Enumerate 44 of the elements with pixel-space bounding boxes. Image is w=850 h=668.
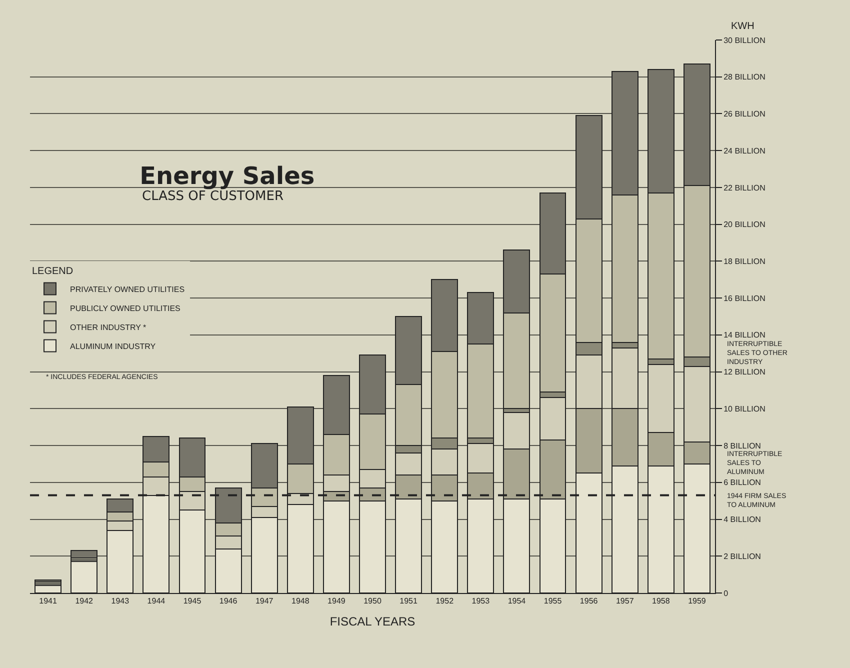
y-tick-label: 18 BILLION (724, 257, 766, 266)
legend-label: ALUMINUM INDUSTRY (70, 342, 156, 351)
y-tick-label: 24 BILLION (724, 146, 766, 156)
y-tick-label: 10 BILLION (724, 404, 766, 414)
x-tick-label: 1957 (616, 596, 634, 606)
y-axis-title: KWH (731, 21, 754, 32)
x-tick-label: 1958 (652, 596, 670, 606)
y-tick-label: 2 BILLION (724, 552, 762, 561)
y-tick-label: 28 BILLION (724, 72, 766, 82)
y-tick-label: 22 BILLION (724, 183, 766, 192)
x-tick-label: 1951 (400, 596, 418, 606)
legend-label: PUBLICLY OWNED UTILITIES (70, 304, 180, 313)
legend-label: OTHER INDUSTRY * (70, 322, 146, 332)
x-tick-label: 1953 (472, 596, 490, 606)
x-tick-label: 1959 (688, 596, 706, 606)
x-tick-label: 1947 (255, 596, 274, 606)
text: CLASS OF CUSTOMER (142, 189, 284, 204)
x-tick-label: 1942 (75, 596, 94, 606)
y-tick-label: 12 BILLION (724, 368, 766, 377)
x-tick-label: 1944 (147, 596, 166, 606)
x-tick-label: 1943 (111, 596, 130, 606)
y-tick-label: 26 BILLION (724, 110, 766, 119)
x-tick-label: 1956 (580, 596, 598, 606)
y-tick-label: 20 BILLION (724, 220, 766, 230)
x-tick-label: 1941 (39, 596, 58, 606)
x-tick-label: 1949 (328, 596, 346, 606)
x-tick-label: 1946 (219, 596, 238, 606)
legend-title: LEGEND (32, 266, 74, 278)
x-axis-title: FISCAL YEARS (330, 614, 416, 628)
legend-label: PRIVATELY OWNED UTILITIES (70, 284, 185, 294)
y-tick-label: 4 BILLION (724, 515, 762, 524)
x-tick-label: 1952 (436, 596, 454, 606)
y-tick-label: 6 BILLION (724, 478, 762, 488)
x-tick-label: 1955 (544, 596, 562, 606)
x-tick-label: 1950 (364, 596, 382, 606)
x-tick-label: 1945 (183, 596, 202, 606)
text: Energy Sales (140, 162, 315, 190)
x-tick-label: 1948 (291, 596, 310, 606)
y-tick-label: 14 BILLION (724, 330, 766, 340)
y-tick-label: 30 BILLION (724, 36, 766, 45)
y-tick-label: 8 BILLION (724, 441, 762, 450)
y-tick-label: 0 (724, 588, 729, 598)
y-tick-label: 16 BILLION (724, 294, 766, 303)
x-tick-label: 1954 (508, 596, 526, 606)
